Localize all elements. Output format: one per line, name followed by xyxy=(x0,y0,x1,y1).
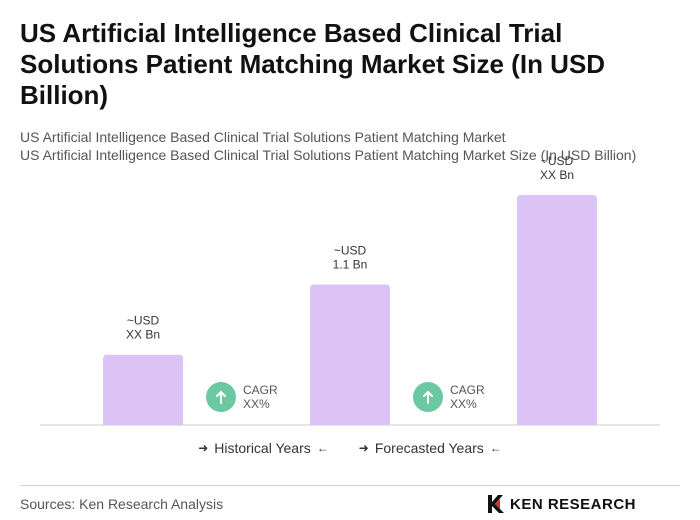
arrow-right-icon: ➜ xyxy=(358,441,369,455)
bar-3 xyxy=(517,195,597,425)
bar-value-label: ~USD xyxy=(334,243,367,257)
legend-historical: ➜ Historical Years ← xyxy=(198,440,329,456)
chart-subtitle-secondary: US Artificial Intelligence Based Clinica… xyxy=(20,147,637,163)
bar-2 xyxy=(310,284,390,425)
cagr-value: XX% xyxy=(450,397,477,411)
cagr-label: CAGR xyxy=(450,383,485,397)
arrow-left-icon: ← xyxy=(316,441,329,455)
source-text: Sources: Ken Research Analysis xyxy=(20,496,224,512)
chart-title: US Artificial Intelligence Based Clinica… xyxy=(20,18,606,110)
bar-value-label: XX Bn xyxy=(126,328,160,342)
arrow-left-icon: ← xyxy=(489,441,502,455)
logo-text: KEN RESEARCH xyxy=(510,495,637,513)
cagr-label: CAGR xyxy=(243,383,278,397)
arrow-up-icon xyxy=(216,390,226,404)
legend-historical-label: Historical Years xyxy=(214,440,311,456)
ken-logo-icon xyxy=(488,495,504,513)
footer-divider xyxy=(20,485,680,486)
bar-1 xyxy=(103,354,183,425)
arrow-right-icon: ➜ xyxy=(198,441,209,455)
bar-value-label: 1.1 Bn xyxy=(333,257,368,271)
bar-value-label: XX Bn xyxy=(540,168,574,182)
arrow-up-icon xyxy=(423,390,433,404)
legend-forecasted: ➜ Forecasted Years ← xyxy=(359,440,502,456)
bar-value-label: ~USD xyxy=(127,314,160,328)
ken-research-logo: KEN RESEARCH xyxy=(486,494,636,514)
bar-value-label: ~USD xyxy=(541,154,574,168)
cagr-value: XX% xyxy=(243,397,270,411)
legend-forecasted-label: Forecasted Years xyxy=(374,440,484,456)
legend: ➜ Historical Years ← ➜ Forecasted Years … xyxy=(0,440,700,456)
chart-subtitle: US Artificial Intelligence Based Clinica… xyxy=(20,129,506,145)
